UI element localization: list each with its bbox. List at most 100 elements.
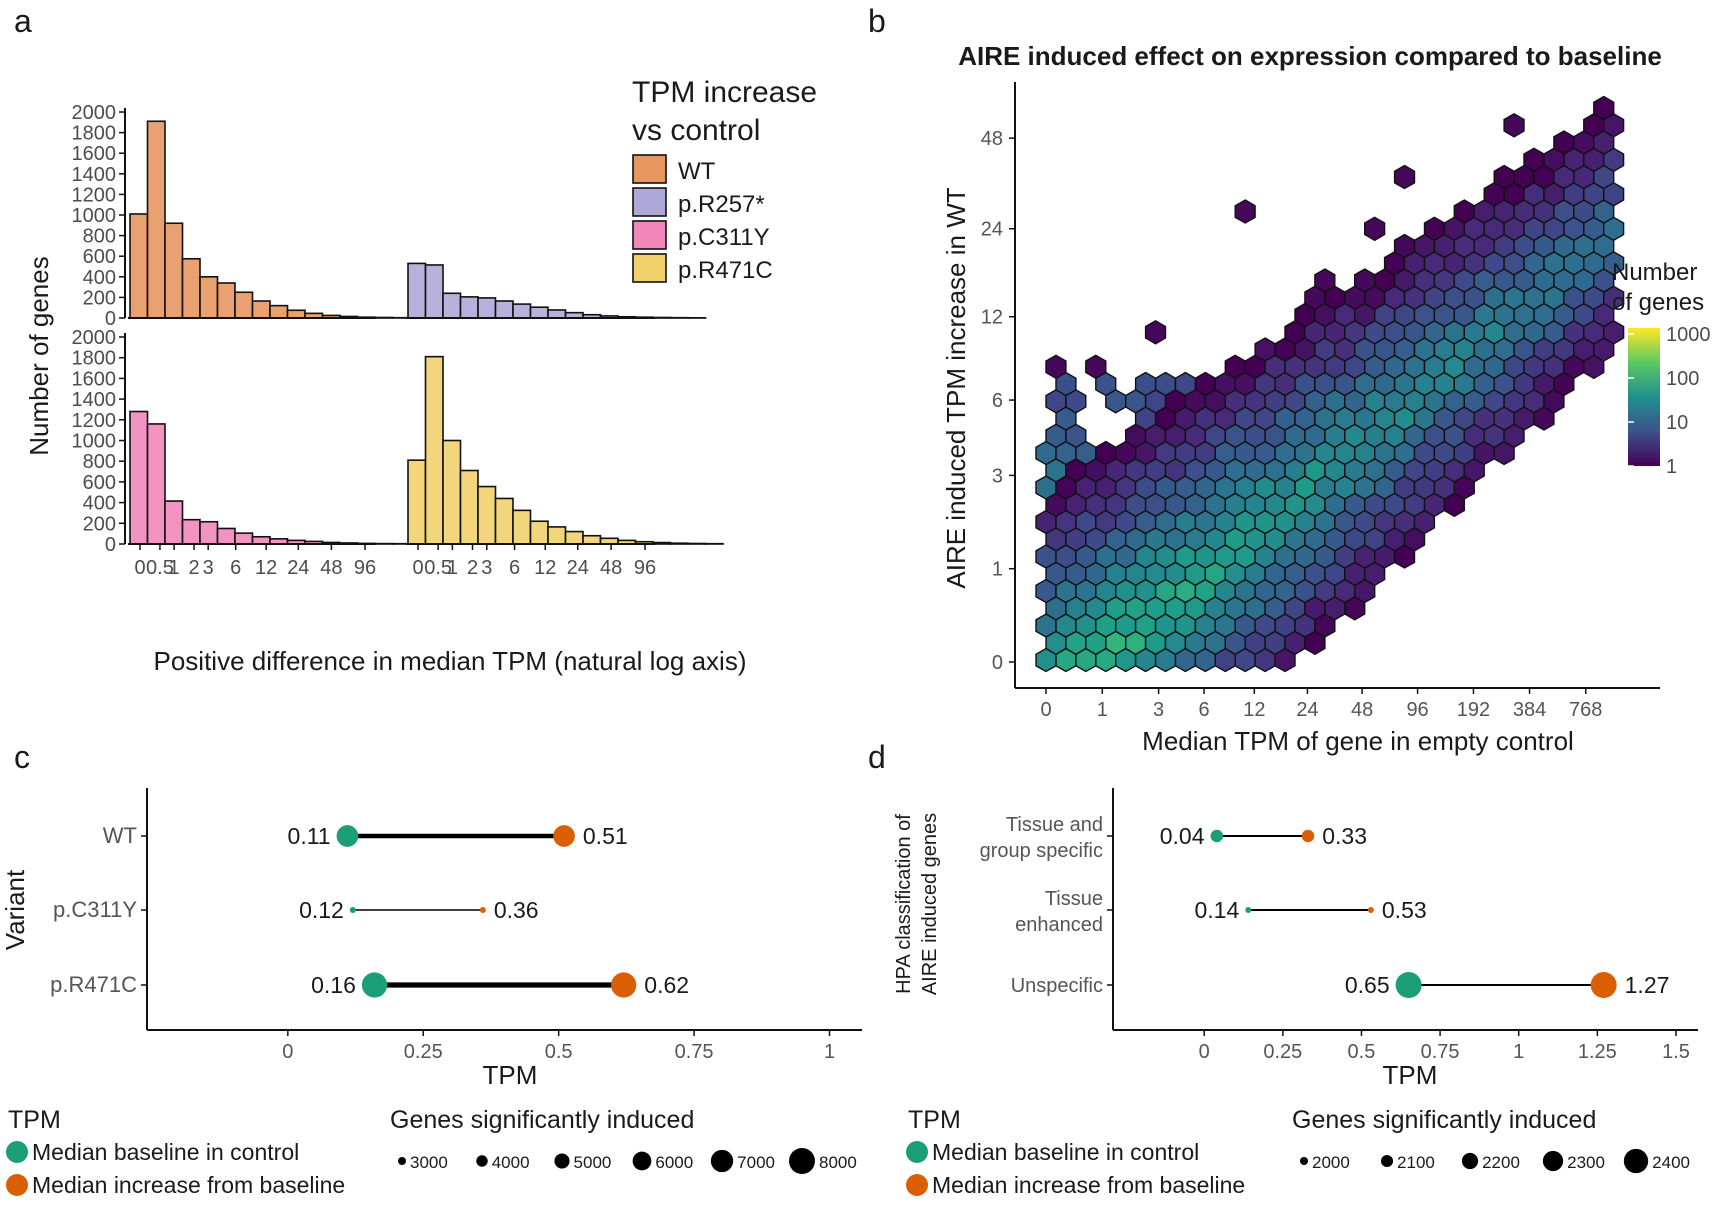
panel-b-y-axis-title: AIRE induced TPM increase in WT — [941, 187, 971, 588]
histogram-bar — [181, 257, 201, 319]
y-tick-label: 1400 — [72, 389, 117, 411]
colorbar-tick-label: 10 — [1666, 412, 1688, 434]
legend-size-dot — [789, 1148, 815, 1174]
y-tick-label: 1000 — [72, 205, 117, 227]
x-tick-label: 1 — [169, 557, 180, 579]
baseline-value-label: 0.14 — [1194, 897, 1239, 923]
category-label-line2: enhanced — [1015, 914, 1103, 936]
y-tick-label: 3 — [992, 465, 1003, 487]
histogram-bar — [564, 530, 584, 545]
x-tick-label: 3 — [203, 557, 214, 579]
legend-label-p.C311Y: p.C311Y — [678, 224, 770, 251]
increase-value-label: 0.33 — [1322, 823, 1367, 849]
y-tick-label: 2000 — [72, 102, 117, 124]
baseline-point — [336, 825, 359, 847]
increase-point — [611, 972, 637, 998]
histogram-bar — [512, 303, 532, 319]
histogram-bar — [146, 120, 166, 319]
colorbar-tick-label: 100 — [1666, 368, 1699, 390]
legend-label-p.R257*: p.R257* — [678, 191, 765, 218]
colorbar-tick-label: 1 — [1666, 456, 1677, 478]
panel-c-y-axis-title: Variant — [0, 869, 30, 950]
hexbin-cell — [1593, 95, 1615, 121]
legend-size-label: 2400 — [1652, 1153, 1690, 1172]
histogram-bar — [146, 423, 166, 545]
increase-point — [553, 825, 575, 847]
x-tick-label: 768 — [1569, 699, 1602, 721]
histogram-bar — [234, 291, 254, 319]
x-tick-label: 0 — [412, 557, 423, 579]
x-tick-label: 48 — [320, 557, 342, 579]
histogram-bar — [216, 282, 236, 319]
baseline-value-label: 0.65 — [1345, 972, 1390, 998]
histogram-bar — [251, 300, 271, 319]
y-tick-label: 600 — [83, 472, 116, 494]
histogram-bar — [181, 518, 201, 545]
histogram-bar — [424, 264, 444, 319]
x-tick-label: 48 — [600, 557, 622, 579]
baseline-point — [1210, 829, 1224, 843]
x-tick-label: 0.25 — [404, 1041, 443, 1063]
x-tick-label: 0 — [1040, 699, 1051, 721]
x-tick-label: 96 — [1406, 699, 1428, 721]
hexbin-cell — [1045, 354, 1067, 380]
panel-a-histograms: Number of genes Positive difference in m… — [24, 76, 817, 676]
histogram-bar — [547, 526, 567, 545]
panel-a-legend-title-2: vs control — [632, 114, 760, 147]
legend-size-dot — [554, 1153, 570, 1169]
legend-size-title: Genes significantly induced — [390, 1106, 694, 1134]
legend-swatch-p.R471C — [632, 253, 667, 283]
x-tick-label: 0 — [134, 557, 145, 579]
y-tick-label: 12 — [981, 307, 1003, 329]
legend-color-item: Median baseline in control — [932, 1139, 1199, 1165]
histogram-bar — [512, 509, 532, 545]
panel-c-x-axis-title: TPM — [483, 1060, 538, 1090]
y-tick-label: 1400 — [72, 164, 117, 186]
x-tick-label: 0 — [1199, 1041, 1210, 1063]
x-tick-label: 1 — [447, 557, 458, 579]
y-tick-label: 48 — [981, 128, 1003, 150]
y-tick-label: 0 — [105, 534, 116, 556]
histogram-bar — [459, 296, 479, 319]
legend-size-dot — [1542, 1150, 1564, 1172]
x-tick-label: 24 — [287, 557, 309, 579]
baseline-value-label: 0.16 — [311, 972, 356, 998]
hexbin-cell — [1393, 164, 1416, 190]
y-tick-label: 800 — [83, 226, 116, 248]
y-tick-label: 800 — [83, 451, 116, 473]
legend-size-label: 3000 — [410, 1153, 448, 1172]
histogram-bar — [216, 527, 236, 545]
y-tick-label: 1200 — [72, 410, 117, 432]
hexbin-cell — [1194, 371, 1217, 397]
baseline-point — [349, 907, 356, 913]
legend-size-dot — [1623, 1148, 1649, 1174]
baseline-value-label: 0.12 — [299, 897, 344, 923]
hexbin-cell — [1353, 268, 1376, 293]
increase-value-label: 0.53 — [1382, 897, 1427, 923]
panel-d-dumbbell: 0 0.25 0.5 0.75 1 1.25 1.5 Tissue and group spec… — [893, 788, 1698, 1198]
x-tick-label: 1 — [1097, 699, 1108, 721]
y-tick-label: 0 — [992, 652, 1003, 674]
panel-b-title: AIRE induced effect on expression compar… — [958, 41, 1662, 71]
baseline-point — [1245, 907, 1252, 913]
legend-color-item: Median increase from baseline — [32, 1172, 345, 1198]
histogram-bar — [529, 306, 549, 319]
x-tick-label: 1 — [824, 1041, 835, 1063]
legend-baseline-dot — [6, 1141, 28, 1163]
x-tick-label: 3 — [1153, 699, 1164, 721]
histogram-bar — [494, 497, 514, 545]
increase-point — [1367, 907, 1374, 913]
x-tick-label: 96 — [354, 557, 376, 579]
x-tick-label: 6 — [1198, 699, 1209, 721]
legend-color-title: TPM — [908, 1106, 961, 1134]
category-label-line1: Tissue and — [1006, 814, 1103, 836]
hexbin-cell — [1553, 130, 1575, 155]
y-tick-label: 24 — [981, 219, 1003, 241]
baseline-point — [361, 972, 388, 998]
x-tick-label: 1.5 — [1662, 1041, 1690, 1063]
y-tick-label: 1 — [992, 559, 1003, 581]
hexbin-cell — [1174, 371, 1197, 397]
x-tick-label: 6 — [509, 557, 520, 579]
histogram-bar — [164, 500, 184, 545]
legend-size-label: 2300 — [1567, 1153, 1605, 1172]
